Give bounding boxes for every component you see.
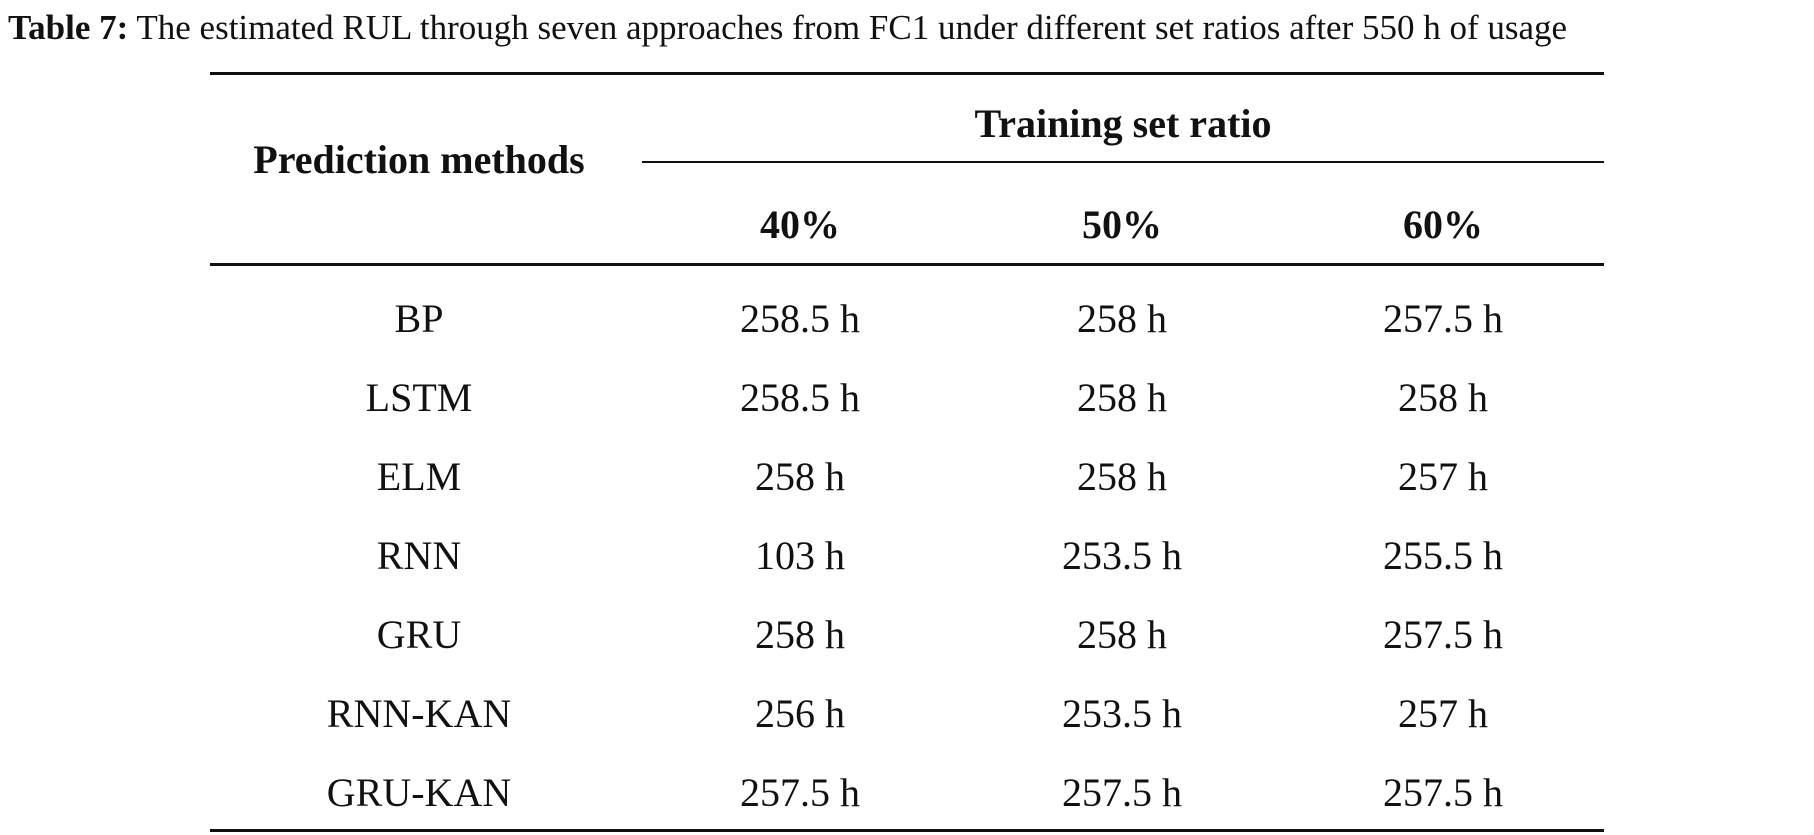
method-cell: GRU-KAN <box>326 770 512 815</box>
value-cell: 253.5 h <box>1062 691 1182 736</box>
value-cell: 257.5 h <box>1062 770 1182 815</box>
caption-text: The estimated RUL through seven approach… <box>136 8 1568 47</box>
method-cell: RNN <box>376 533 462 578</box>
value-cell: 258 h <box>1077 296 1167 341</box>
value-cell: 253.5 h <box>1062 533 1182 578</box>
value-cell: 258 h <box>1077 454 1167 499</box>
value-cell: 257 h <box>1398 691 1488 736</box>
column-header-40: 40% <box>760 202 840 247</box>
value-cell: 257.5 h <box>1383 612 1503 657</box>
value-cell: 258.5 h <box>740 296 860 341</box>
table-caption: Table 7: The estimated RUL through seven… <box>8 6 1808 50</box>
caption-label: Table 7: <box>8 8 129 47</box>
value-cell: 257.5 h <box>1383 770 1503 815</box>
value-cell: 255.5 h <box>1383 533 1503 578</box>
value-cell: 258 h <box>1077 375 1167 420</box>
value-cell: 258.5 h <box>740 375 860 420</box>
group-rule <box>642 161 1604 163</box>
value-cell: 256 h <box>755 691 845 736</box>
column-header-50: 50% <box>1082 202 1162 247</box>
method-cell: RNN-KAN <box>326 691 512 736</box>
value-cell: 258 h <box>755 454 845 499</box>
method-cell: BP <box>394 296 444 341</box>
value-cell: 258 h <box>1398 375 1488 420</box>
bottom-rule <box>210 829 1604 832</box>
method-cell: GRU <box>376 612 462 657</box>
header-rule <box>210 263 1604 266</box>
row-header: Prediction methods <box>253 137 585 182</box>
method-cell: ELM <box>376 454 462 499</box>
value-cell: 258 h <box>755 612 845 657</box>
value-cell: 257.5 h <box>1383 296 1503 341</box>
method-cell: LSTM <box>365 375 473 420</box>
value-cell: 103 h <box>755 533 845 578</box>
top-rule <box>210 72 1604 75</box>
group-header: Training set ratio <box>974 101 1272 146</box>
value-cell: 258 h <box>1077 612 1167 657</box>
value-cell: 257 h <box>1398 454 1488 499</box>
column-header-60: 60% <box>1403 202 1483 247</box>
value-cell: 257.5 h <box>740 770 860 815</box>
